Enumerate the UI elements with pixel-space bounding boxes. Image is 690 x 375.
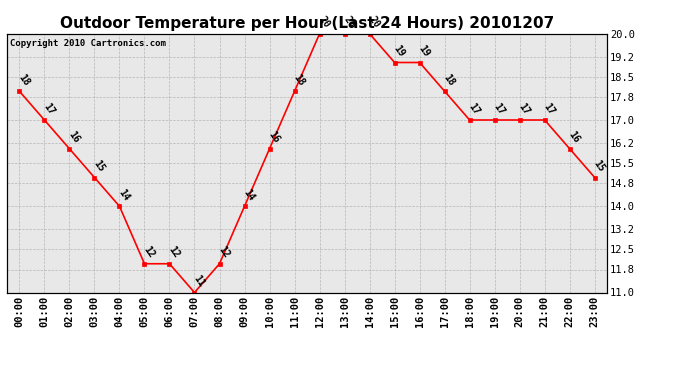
Text: 16: 16 <box>267 130 282 145</box>
Text: 15: 15 <box>92 159 106 174</box>
Title: Outdoor Temperature per Hour (Last 24 Hours) 20101207: Outdoor Temperature per Hour (Last 24 Ho… <box>60 16 554 31</box>
Text: 11: 11 <box>192 274 206 289</box>
Text: 12: 12 <box>217 245 232 260</box>
Text: 18: 18 <box>17 72 32 88</box>
Text: 16: 16 <box>567 130 582 145</box>
Text: 18: 18 <box>442 72 457 88</box>
Text: 17: 17 <box>517 101 532 117</box>
Text: 20: 20 <box>367 15 382 30</box>
Text: 19: 19 <box>417 44 432 59</box>
Text: 12: 12 <box>167 245 181 260</box>
Text: 20: 20 <box>317 15 332 30</box>
Text: 12: 12 <box>141 245 157 260</box>
Text: 17: 17 <box>492 101 506 117</box>
Text: 18: 18 <box>292 72 306 88</box>
Text: 17: 17 <box>41 101 57 117</box>
Text: 17: 17 <box>467 101 482 117</box>
Text: Copyright 2010 Cartronics.com: Copyright 2010 Cartronics.com <box>10 39 166 48</box>
Text: 19: 19 <box>392 44 406 59</box>
Text: 14: 14 <box>117 188 132 203</box>
Text: 16: 16 <box>67 130 81 145</box>
Text: 17: 17 <box>542 101 557 117</box>
Text: 14: 14 <box>241 188 257 203</box>
Text: 15: 15 <box>592 159 607 174</box>
Text: 20: 20 <box>342 15 357 30</box>
